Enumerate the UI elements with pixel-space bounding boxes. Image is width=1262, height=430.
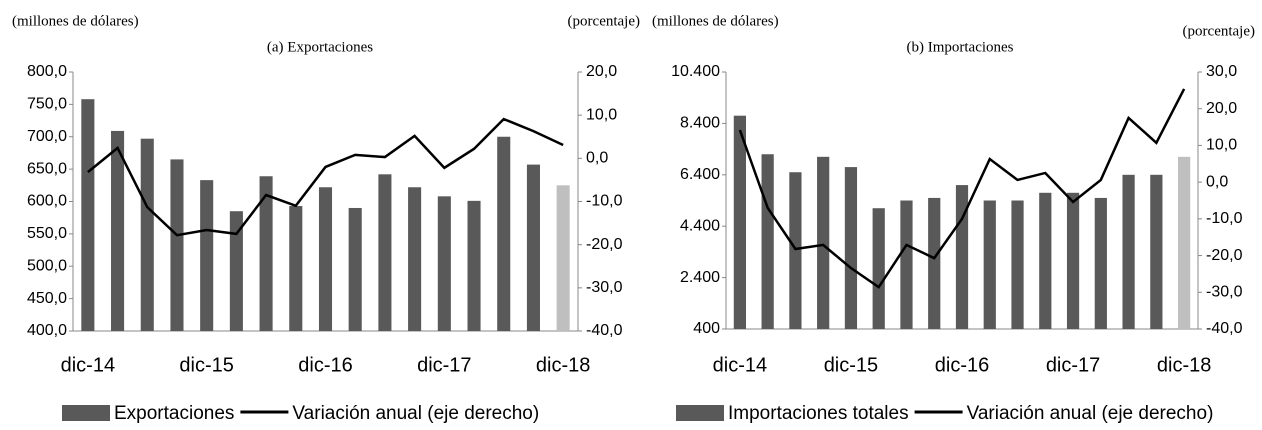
y-axis-title: (millones de dólares): [652, 13, 779, 29]
y-tick-label: 550,0: [27, 225, 67, 242]
bar: [348, 207, 362, 331]
legend-label: Variación anual (eje derecho): [967, 403, 1214, 424]
line-series: [87, 117, 564, 237]
y-tick-label: 2.400: [680, 269, 720, 286]
y-tick-label: 650,0: [27, 160, 67, 177]
x-tick-label: dic-18: [536, 354, 590, 376]
x-tick-label: dic-17: [417, 354, 471, 376]
y2-tick-label: -40,0: [1206, 320, 1243, 337]
x-tick-label: dic-14: [61, 354, 115, 376]
legend-label: Importaciones totales: [728, 403, 909, 424]
bar: [81, 99, 95, 331]
bar: [289, 206, 303, 331]
y2-tick-label: -20,0: [1206, 247, 1243, 264]
bar: [1122, 174, 1135, 329]
legend-swatch: [62, 405, 110, 421]
bar: [378, 174, 392, 331]
y2-tick-label: -20,0: [586, 236, 623, 253]
bar: [259, 176, 273, 331]
bar: [1066, 192, 1080, 329]
bar: [733, 115, 746, 329]
y2-tick-label: 20,0: [586, 63, 617, 80]
y-tick-label: 8.400: [680, 115, 720, 132]
y-tick-label: 800,0: [27, 63, 67, 80]
y2-tick-label: -10,0: [1206, 210, 1243, 227]
bar: [140, 138, 154, 331]
y2-tick-label: 10,0: [586, 106, 617, 123]
y2-tick-label: 0,0: [586, 150, 608, 167]
bar: [200, 180, 214, 331]
y2-tick-label: 0,0: [1206, 173, 1228, 190]
y2-tick-label: 20,0: [1206, 100, 1237, 117]
chart-title: (b) Importaciones: [906, 39, 1013, 55]
bar: [955, 185, 969, 329]
x-tick-label: dic-16: [935, 354, 989, 376]
y2-tick-label: -40,0: [586, 322, 623, 339]
bar: [437, 196, 451, 331]
bar: [844, 167, 858, 329]
bar: [318, 187, 333, 331]
bar: [467, 200, 481, 331]
x-tick-label: dic-16: [298, 354, 352, 376]
y-tick-label: 6.400: [680, 166, 720, 183]
y-tick-label: 400,0: [27, 322, 67, 339]
x-tick-label: dic-17: [1046, 354, 1100, 376]
bar: [556, 185, 570, 331]
bar: [789, 172, 802, 329]
bar: [761, 154, 774, 329]
legend-label: Variación anual (eje derecho): [292, 403, 539, 424]
y2-tick-label: 30,0: [1206, 63, 1237, 80]
y-tick-label: 700,0: [27, 128, 67, 145]
bar: [1039, 192, 1052, 329]
bar: [1150, 174, 1163, 329]
line-series: [738, 88, 1186, 289]
bar: [1094, 197, 1107, 329]
y2-tick-label: -30,0: [1206, 284, 1243, 301]
x-tick-label: dic-15: [824, 354, 878, 376]
bar: [872, 208, 885, 329]
bar: [1011, 200, 1024, 329]
bar: [817, 156, 830, 329]
y2-tick-label: 10,0: [1206, 137, 1237, 154]
bar: [1178, 156, 1191, 329]
bar: [111, 130, 125, 331]
x-tick-label: dic-15: [179, 354, 233, 376]
x-tick-label: dic-14: [713, 354, 767, 376]
y2-tick-label: -10,0: [586, 193, 623, 210]
chart-title: (a) Exportaciones: [267, 39, 373, 55]
legend-label: Exportaciones: [114, 403, 234, 424]
bar: [170, 159, 184, 331]
legend-swatch: [676, 405, 724, 421]
x-tick-label: dic-18: [1157, 354, 1211, 376]
y-tick-label: 750,0: [27, 96, 67, 113]
y-tick-label: 600,0: [27, 193, 67, 210]
y2-axis-title: (porcentaje): [1183, 23, 1255, 39]
y-tick-label: 450,0: [27, 290, 67, 307]
y2-tick-label: -30,0: [586, 279, 623, 296]
y2-axis-title: (porcentaje): [568, 13, 640, 29]
bar: [900, 200, 913, 329]
bar: [408, 187, 422, 331]
y-axis-title: (millones de dólares): [12, 13, 139, 29]
bar: [526, 164, 540, 331]
y-tick-label: 400: [693, 320, 720, 337]
bar: [983, 200, 996, 329]
y-tick-label: 4.400: [680, 217, 720, 234]
bar: [497, 136, 511, 331]
y-tick-label: 10.400: [671, 63, 720, 80]
y-tick-label: 500,0: [27, 257, 67, 274]
bar: [229, 211, 243, 331]
bar: [928, 197, 941, 329]
